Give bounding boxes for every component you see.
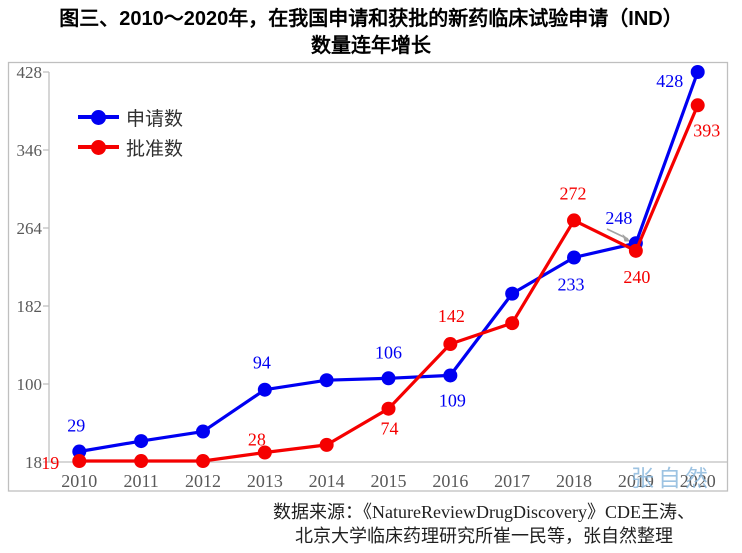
approvals-point-2015 bbox=[381, 401, 396, 416]
approvals-point-2010 bbox=[72, 454, 87, 469]
approvals-data-label-2015: 74 bbox=[381, 419, 399, 439]
applications-point-2014 bbox=[319, 373, 334, 388]
callout-arrow-icon bbox=[622, 234, 631, 242]
applications-data-label-2018: 233 bbox=[558, 274, 585, 294]
applications-point-2017 bbox=[505, 286, 520, 301]
legend: 申请数 批准数 bbox=[78, 102, 183, 162]
y-tick-label: 182 bbox=[17, 297, 43, 316]
applications-point-2015 bbox=[381, 371, 396, 386]
x-axis-label-2019: 2019 bbox=[618, 471, 654, 491]
approvals-data-label-2019: 240 bbox=[623, 267, 650, 287]
approvals-data-label-2020: 393 bbox=[693, 120, 720, 140]
legend-label-applications: 申请数 bbox=[126, 108, 184, 130]
x-axis-label-2015: 2015 bbox=[371, 471, 407, 491]
x-axis-label-2017: 2017 bbox=[494, 471, 530, 491]
applications-data-label-2020: 428 bbox=[656, 71, 683, 91]
x-axis-label-2010: 2010 bbox=[61, 471, 97, 491]
x-axis-label-2016: 2016 bbox=[432, 471, 468, 491]
source-note-line1: 数据来源：《NatureReviewDrugDiscovery》CDE王涛、 bbox=[273, 502, 695, 522]
applications-data-label-2015: 106 bbox=[375, 342, 402, 362]
approvals-data-label-2010: 19 bbox=[41, 453, 59, 473]
x-axis-label-2014: 2014 bbox=[309, 471, 345, 491]
y-tick-label: 100 bbox=[17, 375, 43, 394]
source-note-line2: 北京大学临床药理研究所崔一民等，张自然整理 bbox=[295, 526, 673, 546]
applications-point-2020 bbox=[690, 65, 705, 79]
chart-title: 图三、2010～2020年，在我国申请和获批的新药临床试验申请（IND） 数量连… bbox=[0, 6, 742, 60]
applications-data-label-2019: 248 bbox=[605, 208, 632, 228]
x-axis-label-2012: 2012 bbox=[185, 471, 221, 491]
chart-title-line1: 图三、2010～2020年，在我国申请和获批的新药临床试验申请（IND） bbox=[59, 8, 683, 30]
source-note: 数据来源：《NatureReviewDrugDiscovery》CDE王涛、 北… bbox=[230, 500, 738, 548]
applications-point-2016 bbox=[443, 368, 458, 383]
x-axis-label-2020: 2020 bbox=[680, 471, 716, 491]
legend-item-approvals: 批准数 bbox=[78, 132, 183, 162]
plot-border bbox=[7, 61, 729, 492]
legend-marker-approvals-icon bbox=[78, 139, 119, 155]
applications-point-2013 bbox=[257, 382, 272, 397]
applications-point-2011 bbox=[134, 434, 149, 449]
x-axis-label-2011: 2011 bbox=[123, 471, 158, 491]
approvals-point-2012 bbox=[195, 454, 210, 469]
legend-item-applications: 申请数 bbox=[78, 102, 183, 132]
legend-marker-applications-icon bbox=[78, 109, 119, 125]
applications-data-label-2016: 109 bbox=[439, 390, 466, 410]
approvals-data-label-2013: 28 bbox=[248, 429, 266, 449]
x-axis-label-2013: 2013 bbox=[247, 471, 283, 491]
y-tick-label: 346 bbox=[17, 141, 43, 160]
approvals-point-2013 bbox=[257, 445, 272, 460]
chart-title-line2: 数量连年增长 bbox=[311, 35, 431, 57]
x-axis-label-2018: 2018 bbox=[556, 471, 592, 491]
applications-data-label-2013: 94 bbox=[253, 353, 271, 373]
approvals-point-2011 bbox=[134, 454, 149, 469]
approvals-data-label-2018: 272 bbox=[560, 183, 587, 203]
approvals-data-label-2016: 142 bbox=[438, 306, 465, 326]
approvals-point-2020 bbox=[690, 98, 705, 113]
legend-label-approvals: 批准数 bbox=[126, 138, 184, 160]
approvals-point-2019 bbox=[628, 243, 643, 258]
y-tick-label: 264 bbox=[17, 219, 43, 238]
applications-point-2018 bbox=[567, 250, 582, 265]
approvals-point-2014 bbox=[319, 437, 334, 452]
approvals-point-2018 bbox=[567, 213, 582, 228]
approvals-point-2017 bbox=[505, 316, 520, 331]
applications-data-label-2010: 29 bbox=[67, 416, 85, 436]
y-tick-label: 18 bbox=[25, 453, 42, 472]
applications-point-2012 bbox=[195, 424, 210, 439]
y-tick-label: 428 bbox=[17, 63, 43, 82]
approvals-point-2016 bbox=[443, 337, 458, 352]
